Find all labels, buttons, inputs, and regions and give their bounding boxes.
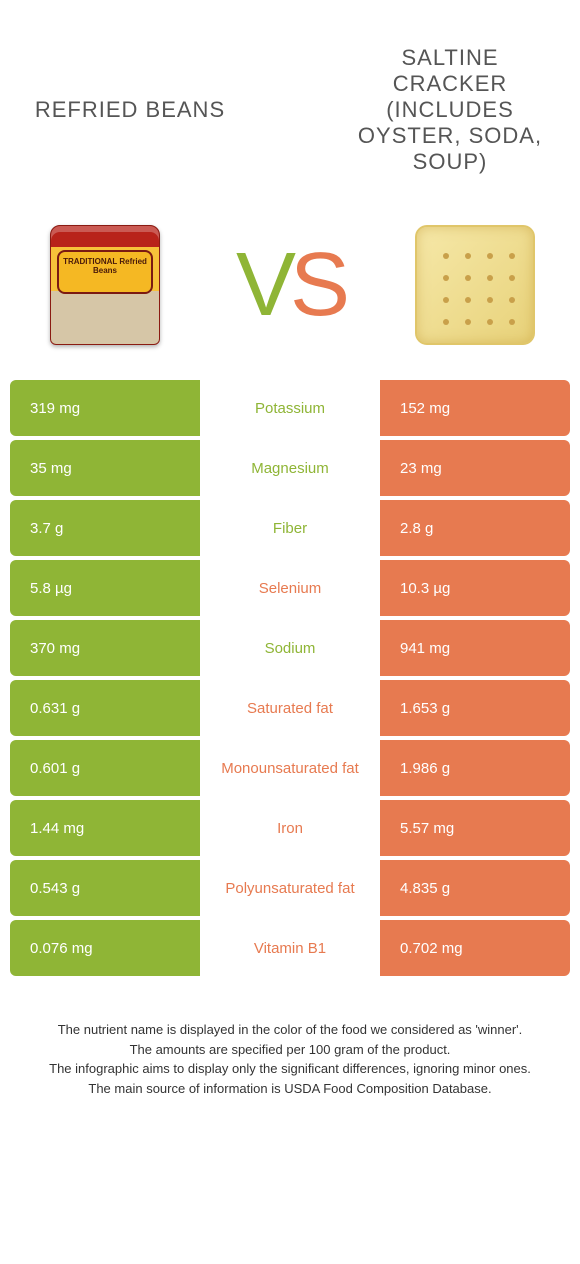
nutrient-label: Monounsaturated fat: [200, 740, 380, 796]
nutrient-label: Selenium: [200, 560, 380, 616]
table-row: 0.601 gMonounsaturated fat1.986 g: [10, 740, 570, 796]
left-food-title: Refried beans: [30, 97, 230, 123]
can-label: TRADITIONAL Refried Beans: [51, 257, 159, 275]
left-value: 35 mg: [10, 440, 200, 496]
nutrient-label: Fiber: [200, 500, 380, 556]
right-food-title: Saltine cracker (includes oyster, soda, …: [350, 45, 550, 175]
nutrient-label: Sodium: [200, 620, 380, 676]
nutrient-label: Polyunsaturated fat: [200, 860, 380, 916]
left-value: 1.44 mg: [10, 800, 200, 856]
left-value: 3.7 g: [10, 500, 200, 556]
table-row: 0.543 gPolyunsaturated fat4.835 g: [10, 860, 570, 916]
left-value: 370 mg: [10, 620, 200, 676]
right-value: 5.57 mg: [380, 800, 570, 856]
right-value: 23 mg: [380, 440, 570, 496]
comparison-table: 319 mgPotassium152 mg35 mgMagnesium23 mg…: [0, 370, 580, 976]
table-row: 3.7 gFiber2.8 g: [10, 500, 570, 556]
right-food-image: [410, 220, 540, 350]
right-value: 941 mg: [380, 620, 570, 676]
right-value: 0.702 mg: [380, 920, 570, 976]
left-value: 5.8 µg: [10, 560, 200, 616]
table-row: 0.076 mgVitamin B10.702 mg: [10, 920, 570, 976]
footer-line: The nutrient name is displayed in the co…: [30, 1020, 550, 1040]
table-row: 0.631 gSaturated fat1.653 g: [10, 680, 570, 736]
left-value: 319 mg: [10, 380, 200, 436]
footer-line: The main source of information is USDA F…: [30, 1079, 550, 1099]
right-value: 10.3 µg: [380, 560, 570, 616]
left-value: 0.631 g: [10, 680, 200, 736]
vs-s: S: [290, 235, 344, 335]
nutrient-label: Vitamin B1: [200, 920, 380, 976]
table-row: 35 mgMagnesium23 mg: [10, 440, 570, 496]
nutrient-label: Saturated fat: [200, 680, 380, 736]
left-food-image: TRADITIONAL Refried Beans: [40, 220, 170, 350]
nutrient-label: Potassium: [200, 380, 380, 436]
vs-v: V: [236, 235, 290, 335]
left-value: 0.601 g: [10, 740, 200, 796]
right-value: 1.986 g: [380, 740, 570, 796]
footer-line: The infographic aims to display only the…: [30, 1059, 550, 1079]
table-row: 5.8 µgSelenium10.3 µg: [10, 560, 570, 616]
table-row: 1.44 mgIron5.57 mg: [10, 800, 570, 856]
right-value: 4.835 g: [380, 860, 570, 916]
right-value: 152 mg: [380, 380, 570, 436]
footer-notes: The nutrient name is displayed in the co…: [0, 980, 580, 1098]
footer-line: The amounts are specified per 100 gram o…: [30, 1040, 550, 1060]
left-value: 0.076 mg: [10, 920, 200, 976]
left-value: 0.543 g: [10, 860, 200, 916]
nutrient-label: Iron: [200, 800, 380, 856]
table-row: 319 mgPotassium152 mg: [10, 380, 570, 436]
vs-label: VS: [236, 234, 344, 337]
nutrient-label: Magnesium: [200, 440, 380, 496]
right-value: 2.8 g: [380, 500, 570, 556]
table-row: 370 mgSodium941 mg: [10, 620, 570, 676]
right-value: 1.653 g: [380, 680, 570, 736]
